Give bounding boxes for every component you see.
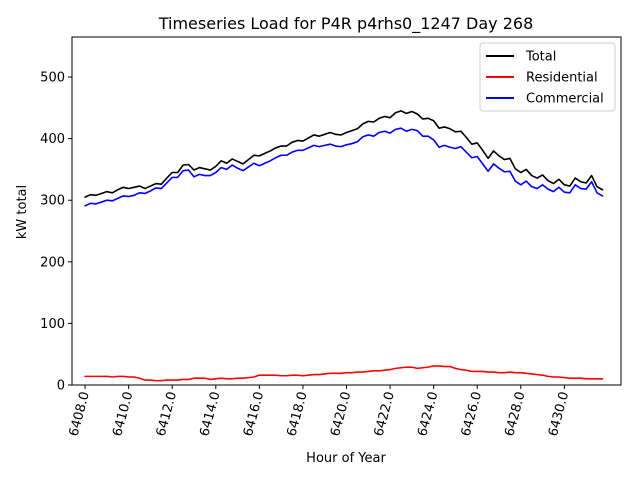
legend-label-commercial: Commercial xyxy=(526,92,604,107)
x-axis-label: Hour of Year xyxy=(306,451,386,466)
chart-title: Timeseries Load for P4R p4rhs0_1247 Day … xyxy=(158,14,534,34)
y-tick-label: 300 xyxy=(40,194,65,209)
y-axis-label: kW total xyxy=(15,185,30,239)
y-tick-label: 100 xyxy=(40,317,65,332)
y-tick-label: 200 xyxy=(40,255,65,270)
y-tick-label: 0 xyxy=(57,379,65,394)
series-line-residential xyxy=(84,365,604,382)
y-tick-label: 500 xyxy=(40,71,65,86)
series-line-total xyxy=(84,110,604,198)
legend-label-residential: Residential xyxy=(526,71,598,86)
legend-box xyxy=(479,42,616,112)
legend-label-total: Total xyxy=(525,50,556,65)
y-tick-label: 400 xyxy=(40,132,65,147)
series-line-commercial xyxy=(84,127,604,207)
legend: Total Residential Commercial xyxy=(479,42,616,112)
